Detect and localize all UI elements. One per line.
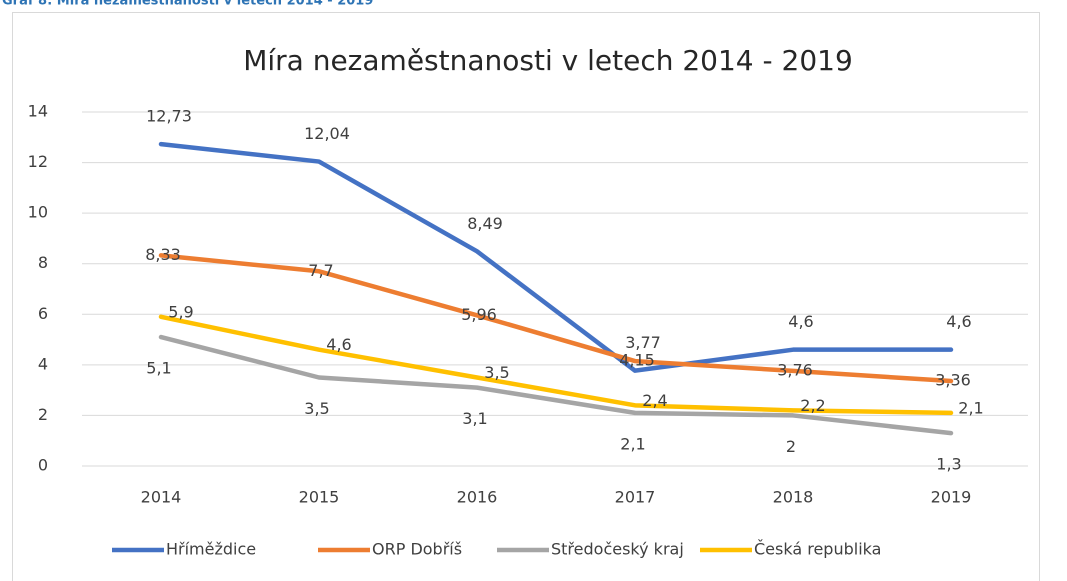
x-tick-label: 2015	[299, 488, 340, 507]
y-tick-label: 14	[28, 102, 48, 121]
y-tick-label: 10	[28, 203, 48, 222]
series-line	[158, 253, 954, 384]
data-label: 3,5	[304, 399, 329, 418]
series-line	[158, 141, 954, 373]
data-label: 3,76	[777, 360, 813, 379]
data-label: 3,1	[462, 409, 487, 428]
data-label: 4,15	[619, 351, 655, 370]
data-label: 8,33	[145, 245, 181, 264]
data-label: 4,6	[326, 335, 351, 354]
x-tick-label: 2016	[457, 488, 498, 507]
y-tick-label: 2	[38, 405, 48, 424]
data-label: 2	[786, 437, 796, 456]
legend-label: Česká republika	[754, 540, 881, 559]
data-label: 2,1	[958, 398, 983, 417]
data-label: 3,5	[484, 363, 509, 382]
y-tick-label: 0	[38, 456, 48, 475]
x-tick-label: 2018	[773, 488, 814, 507]
data-label: 5,1	[146, 359, 171, 378]
data-label: 1,3	[936, 455, 961, 474]
series-line	[158, 334, 954, 436]
data-label: 5,9	[168, 302, 193, 321]
data-label: 4,6	[946, 312, 971, 331]
data-label: 2,1	[620, 434, 645, 453]
x-tick-label: 2017	[615, 488, 656, 507]
data-label: 8,49	[467, 214, 503, 233]
data-label: 5,96	[461, 305, 497, 324]
series-line	[158, 314, 954, 416]
legend-label: ORP Dobříš	[372, 540, 462, 559]
data-label: 12,04	[304, 124, 350, 143]
legend-label: Hříměždice	[166, 540, 256, 559]
data-label: 12,73	[146, 107, 192, 126]
chart-frame	[12, 12, 1040, 581]
x-tick-label: 2019	[931, 488, 972, 507]
chart-title: Míra nezaměstnanosti v letech 2014 - 201…	[243, 44, 853, 77]
x-tick-label: 2014	[141, 488, 182, 507]
caption: Graf 8: Míra nezaměstnanosti v letech 20…	[2, 0, 373, 9]
legend-label: Středočeský kraj	[551, 540, 684, 559]
y-tick-label: 12	[28, 152, 48, 171]
data-label: 3,77	[625, 333, 661, 352]
data-label: 4,6	[788, 312, 813, 331]
y-tick-label: 4	[38, 354, 48, 373]
data-label: 3,36	[935, 371, 971, 390]
y-tick-label: 6	[38, 304, 48, 323]
data-label: 7,7	[308, 261, 333, 280]
data-label: 2,2	[800, 396, 825, 415]
y-tick-label: 8	[38, 253, 48, 272]
data-label: 2,4	[642, 391, 667, 410]
